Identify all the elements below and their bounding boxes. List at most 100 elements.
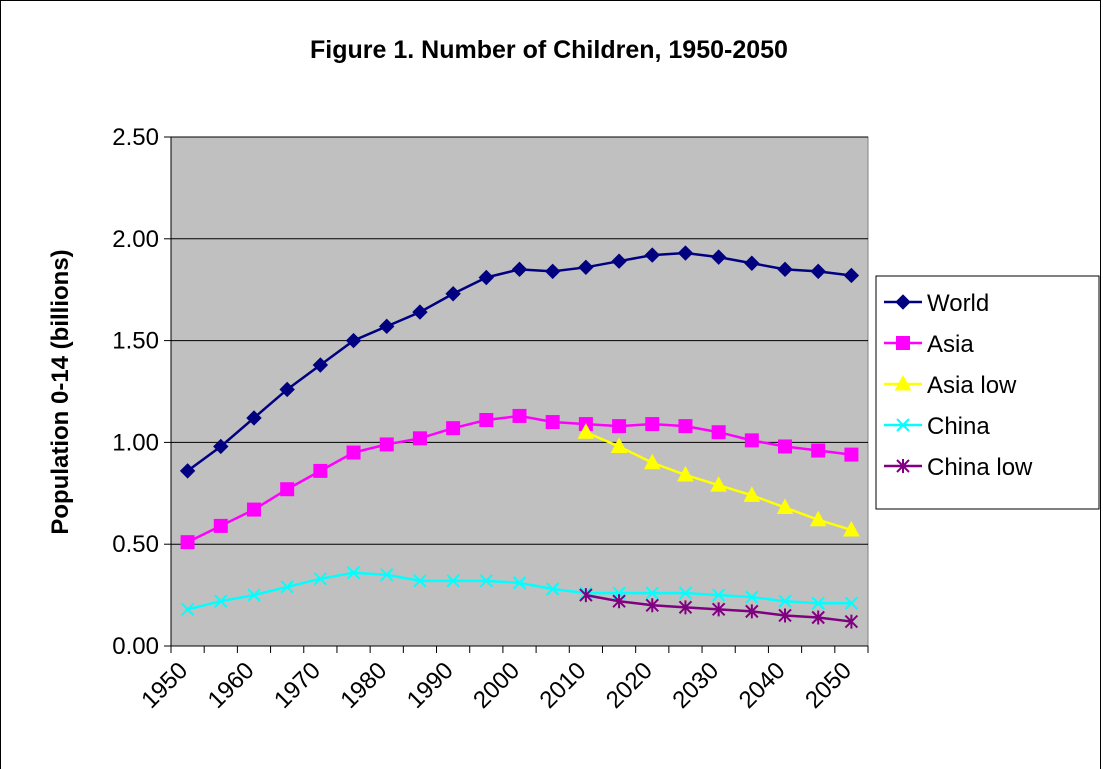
data-point — [578, 259, 594, 276]
data-point — [313, 572, 328, 586]
legend-marker — [896, 418, 910, 432]
data-point — [180, 535, 195, 550]
data-point — [446, 574, 460, 588]
gridlines — [171, 136, 868, 545]
legend-box — [875, 275, 1100, 510]
data-point — [545, 582, 560, 596]
y-tick-label: 2.00 — [112, 226, 159, 253]
legend-marker — [896, 459, 910, 473]
data-point — [745, 590, 759, 604]
data-point — [577, 423, 595, 439]
legend-label: Asia low — [927, 372, 1017, 399]
data-point — [246, 502, 261, 517]
data-point — [413, 574, 427, 588]
data-point — [778, 594, 792, 608]
data-point — [843, 520, 860, 537]
data-point — [611, 253, 627, 269]
legend-label: China low — [927, 454, 1033, 481]
y-tick-label: 2.50 — [112, 124, 159, 151]
x-axis-ticks: 1950 1960 1970 1980 1990 2000 2010 2020 2030 2040… — [136, 646, 869, 714]
legend-label: World — [927, 290, 989, 317]
data-point — [645, 598, 659, 613]
x-tick-label: 1990 — [402, 657, 459, 714]
data-point — [711, 425, 726, 440]
data-point — [345, 332, 362, 349]
data-point — [711, 588, 726, 602]
y-tick-label: 1.00 — [112, 429, 159, 456]
y-tick-label: 1.50 — [112, 328, 159, 355]
legend-marker — [896, 336, 910, 350]
x-tick-label: 1970 — [269, 657, 326, 714]
data-point — [612, 594, 626, 609]
plot-area — [170, 136, 869, 647]
series-china — [180, 565, 859, 617]
data-point — [811, 443, 826, 458]
x-tick-label: 1980 — [335, 657, 392, 714]
data-point — [843, 267, 860, 284]
data-point — [677, 245, 694, 261]
data-point — [844, 447, 859, 462]
legend-item: China — [884, 413, 990, 440]
data-point — [346, 565, 361, 580]
data-point — [446, 421, 461, 436]
legend-item: Asia — [884, 331, 974, 358]
data-point — [645, 417, 660, 432]
data-point — [643, 453, 661, 470]
data-point — [280, 482, 295, 497]
data-point — [246, 410, 262, 426]
data-point — [776, 498, 794, 515]
data-point — [809, 510, 827, 527]
data-point — [678, 419, 693, 434]
series-world — [179, 245, 860, 479]
x-tick-label: 2010 — [535, 657, 592, 714]
axes — [170, 137, 868, 647]
data-point — [511, 261, 528, 278]
data-point — [777, 261, 793, 278]
data-point — [710, 476, 727, 492]
legend-label: Asia — [927, 331, 974, 358]
legend-item: World — [884, 290, 989, 317]
data-point — [678, 586, 693, 600]
y-tick-label: 0.50 — [112, 531, 159, 558]
data-point — [745, 604, 759, 619]
y-tick-label: 0.00 — [112, 633, 159, 660]
data-point — [744, 433, 759, 448]
data-point — [445, 286, 461, 302]
data-point — [810, 263, 826, 280]
data-point — [512, 576, 527, 590]
data-point — [778, 439, 793, 454]
y-axis-ticks: 0.00 0.50 1.00 1.50 2.00 2.50 — [112, 124, 171, 660]
x-tick-label: 2040 — [734, 657, 791, 714]
data-point — [412, 431, 427, 446]
data-point — [811, 610, 825, 625]
x-tick-label: 2000 — [468, 657, 525, 714]
data-point — [213, 518, 228, 533]
x-tick-label: 1950 — [136, 657, 193, 714]
data-point — [312, 357, 329, 373]
legend-label: China — [927, 413, 990, 440]
series-asia — [180, 408, 859, 550]
data-point — [711, 602, 726, 617]
data-point — [844, 614, 859, 629]
data-point — [380, 568, 394, 582]
x-tick-label: 2020 — [601, 657, 658, 714]
data-point — [778, 608, 792, 623]
data-point — [479, 574, 494, 588]
data-point — [379, 318, 395, 335]
series-asia-low — [577, 423, 860, 537]
legend-marker — [894, 374, 912, 391]
data-point — [179, 463, 196, 479]
x-tick-label: 2030 — [667, 657, 724, 714]
data-point — [213, 438, 229, 455]
data-point — [544, 263, 561, 280]
data-point — [379, 437, 394, 452]
data-point — [811, 596, 825, 610]
data-point — [214, 594, 228, 608]
x-tick-label: 2050 — [800, 657, 857, 714]
data-point — [180, 602, 195, 617]
data-point — [545, 415, 560, 430]
data-point — [644, 247, 660, 263]
legend-item: Asia low — [884, 372, 1017, 399]
